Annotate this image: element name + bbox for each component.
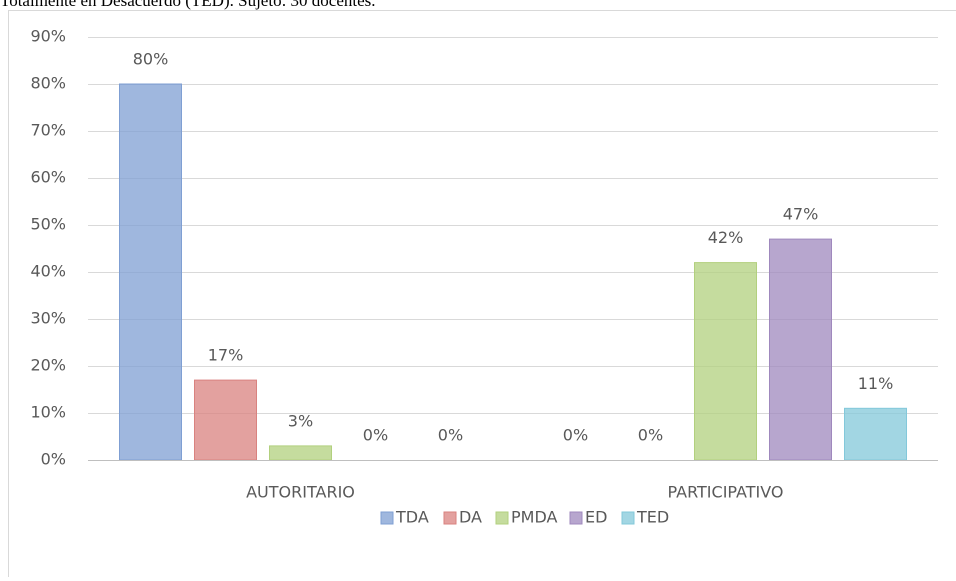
- bar: [119, 83, 182, 461]
- legend-label: PMDA: [511, 508, 557, 527]
- legend-label: DA: [459, 508, 482, 527]
- data-label: 42%: [708, 228, 744, 247]
- data-label: 0%: [438, 426, 463, 445]
- data-label: 3%: [288, 411, 313, 430]
- data-label: 0%: [363, 426, 388, 445]
- legend-label: TDA: [395, 508, 429, 527]
- y-tick-label: 40%: [30, 262, 66, 281]
- bar: [194, 379, 257, 461]
- bar: [769, 238, 832, 461]
- data-label: 11%: [858, 374, 894, 393]
- x-tick-label: PARTICIPATIVO: [668, 483, 784, 502]
- bar: [269, 445, 332, 461]
- legend-swatch: [495, 511, 509, 525]
- y-tick-label: 90%: [30, 27, 66, 46]
- bar: [844, 407, 907, 461]
- data-label: 17%: [208, 346, 244, 365]
- data-label: 47%: [783, 205, 819, 224]
- data-label: 0%: [638, 426, 663, 445]
- y-tick-label: 60%: [30, 168, 66, 187]
- y-tick-label: 50%: [30, 215, 66, 234]
- y-tick-label: 30%: [30, 309, 66, 328]
- data-label: 0%: [563, 426, 588, 445]
- y-tick-label: 10%: [30, 403, 66, 422]
- bar: [694, 262, 757, 461]
- legend-swatch: [621, 511, 635, 525]
- legend-label: ED: [585, 508, 607, 527]
- legend-swatch: [569, 511, 583, 525]
- x-tick-label: AUTORITARIO: [246, 483, 355, 502]
- y-tick-label: 80%: [30, 74, 66, 93]
- legend-swatch: [443, 511, 457, 525]
- caption: Totalmente en Desacuerdo (TED). Sujeto: …: [0, 0, 376, 10]
- y-tick-label: 0%: [41, 450, 66, 469]
- data-label: 80%: [133, 50, 169, 69]
- legend-swatch: [380, 511, 394, 525]
- y-tick-label: 70%: [30, 121, 66, 140]
- y-tick-label: 20%: [30, 356, 66, 375]
- legend-label: TED: [636, 508, 669, 527]
